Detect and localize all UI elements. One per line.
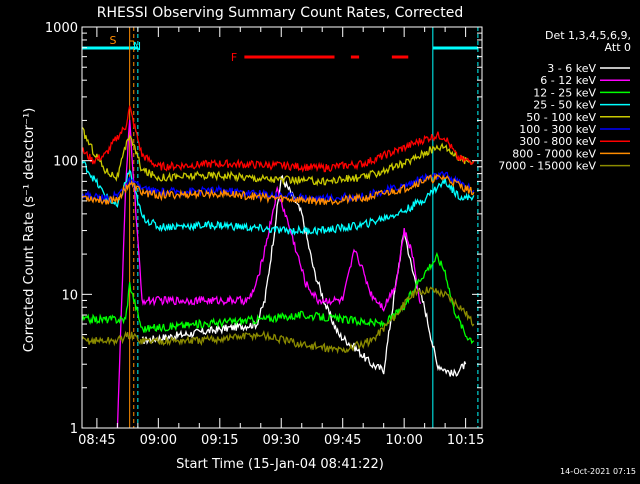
y-tick-label-1: 10: [61, 288, 78, 303]
x-tick-label-6: 10:15: [447, 433, 484, 448]
legend-label-8: 7000 - 15000 keV: [498, 160, 596, 173]
series-line-3: [82, 159, 475, 236]
x-tick-label-3: 09:30: [263, 433, 300, 448]
x-tick-label-1: 09:00: [140, 433, 177, 448]
legend-label-2: 12 - 25 keV: [533, 86, 596, 99]
chart-title: RHESSI Observing Summary Count Rates, Co…: [97, 5, 463, 21]
y-tick-label-0: 1: [70, 422, 78, 437]
x-tick-label-5: 10:00: [385, 433, 422, 448]
series-line-7: [82, 173, 475, 207]
series-line-8: [82, 286, 475, 355]
flare-label: F: [231, 51, 237, 64]
legend-label-1: 6 - 12 keV: [540, 74, 596, 87]
legend-label-5: 100 - 300 keV: [519, 123, 596, 136]
legend-label-0: 3 - 6 keV: [547, 62, 596, 75]
saa-label: S: [110, 34, 117, 47]
series-line-6: [82, 105, 475, 173]
axes-group: 1 10 100 1000 08:45 09:00 09:15 09:30 09:45 10:00…: [45, 21, 484, 448]
series-line-2: [82, 251, 475, 345]
x-tick-label-0: 08:45: [78, 433, 115, 448]
legend-label-6: 300 - 800 keV: [519, 135, 596, 148]
x-axis-label: Start Time (15-Jan-04 08:41:22): [176, 457, 384, 472]
marker-labels: S N F: [110, 34, 238, 64]
x-tick-label-2: 09:15: [201, 433, 238, 448]
night-label: N: [133, 40, 141, 53]
legend-label-7: 800 - 7000 keV: [512, 147, 596, 160]
x-tick-label-4: 09:45: [324, 433, 361, 448]
series-line-1: [116, 119, 422, 428]
y-tick-label-3: 1000: [45, 21, 78, 36]
series-line-0: [141, 174, 467, 377]
legend-label-3: 25 - 50 keV: [533, 99, 596, 112]
legend-label-4: 50 - 100 keV: [526, 111, 596, 124]
y-axis-label: Corrected Count Rate (s⁻¹ detector⁻¹): [22, 108, 37, 353]
plot-frame: [81, 26, 483, 429]
series-group: [82, 105, 475, 428]
y-tick-label-2: 100: [53, 155, 78, 170]
observation-markers: [82, 27, 479, 428]
series-line-4: [82, 127, 475, 187]
legend-header-line-1: Det 1,3,4,5,6,9,: [545, 29, 631, 42]
legend-header-line-2: Att 0: [605, 41, 631, 54]
footer-date: 14-Oct-2021 07:15: [560, 467, 636, 476]
